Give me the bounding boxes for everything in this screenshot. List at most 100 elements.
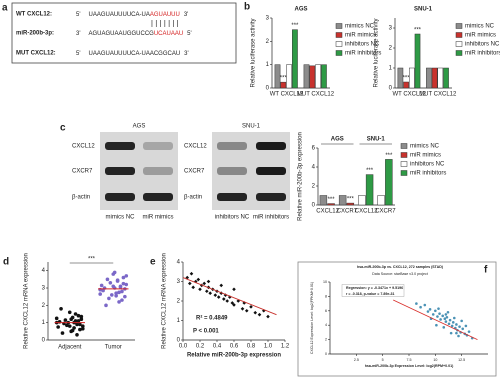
point	[205, 289, 209, 294]
x-tick-label: 12.5	[458, 358, 465, 362]
x-tick-label: 0.0	[179, 344, 188, 350]
point	[439, 318, 442, 321]
blot-protein: β-actin	[184, 195, 202, 201]
bar	[309, 65, 316, 89]
point	[73, 312, 78, 316]
y-tick-label: 6	[325, 309, 327, 313]
point	[213, 293, 218, 297]
blot-protein: β-actin	[72, 195, 90, 201]
point	[111, 284, 116, 289]
point	[79, 317, 84, 322]
blot-band	[217, 167, 247, 175]
blot-protein: CXCL12	[72, 144, 95, 150]
blot-lane: miR mimics	[143, 215, 174, 221]
y-axis-label: Relative luciferase activity	[251, 18, 257, 87]
sequence-end: 3'	[184, 51, 188, 57]
point	[225, 299, 229, 303]
legend-label: miR inhibitors	[345, 51, 381, 57]
point	[188, 281, 192, 286]
panel-label: a	[2, 3, 8, 14]
point	[78, 327, 82, 332]
panel-f-frame	[297, 261, 497, 377]
bar	[303, 64, 310, 89]
bar	[437, 67, 444, 89]
panel-a-frame	[11, 2, 237, 64]
sequence-body: AGUAGUAAUGGUCCG	[88, 31, 154, 37]
point	[114, 291, 118, 296]
point	[437, 307, 440, 310]
bar	[338, 195, 347, 206]
panel-label: e	[150, 257, 156, 268]
sequence-end: 5'	[76, 12, 80, 18]
point	[70, 328, 75, 333]
legend-label: miR inhibitors	[465, 51, 500, 57]
point	[67, 310, 72, 315]
y-tick-label: 1	[266, 62, 270, 68]
point	[230, 301, 235, 305]
point	[110, 293, 114, 297]
point	[441, 314, 445, 318]
point	[257, 312, 262, 317]
point	[191, 285, 195, 290]
point	[117, 300, 121, 304]
sequence-end: 3'	[184, 12, 188, 18]
legend-swatch	[455, 41, 463, 47]
y-axis-label: CXCL12 Expression Level: log2(FPKM+0.01)	[310, 282, 314, 354]
chart-subtitle: Data Source: starBase v3.0 project	[372, 272, 428, 276]
x-tick-label: 5	[382, 358, 384, 362]
point	[431, 313, 435, 316]
point	[76, 313, 81, 318]
blot-cell-line: SNU-1	[242, 124, 261, 130]
legend-swatch	[400, 161, 408, 167]
y-tick-label: 10	[323, 280, 327, 284]
bar	[426, 67, 432, 89]
blot-band	[143, 167, 173, 175]
point	[455, 331, 458, 335]
sequence-name: WT CXCL12:	[16, 12, 52, 18]
point	[107, 296, 111, 301]
point	[108, 281, 113, 285]
point	[444, 320, 448, 323]
bar	[321, 64, 327, 89]
point	[114, 294, 118, 298]
point	[452, 316, 456, 320]
significance: ***	[403, 76, 411, 82]
panel-label: d	[3, 257, 9, 268]
blot-band	[256, 167, 286, 175]
bar	[286, 64, 292, 89]
point	[464, 324, 468, 328]
bar	[443, 67, 449, 89]
sequence: 5' UAAGUAUUUUCA-UAAGUAUUU 3'	[76, 12, 188, 18]
point	[447, 322, 451, 326]
y-tick-label: 3	[177, 279, 181, 285]
sequence-body: UAAGUAUUUUCA-UAACGGCAU	[88, 51, 180, 57]
significance: ***	[385, 153, 393, 159]
point	[451, 321, 455, 324]
blot-band	[217, 142, 247, 150]
point	[118, 285, 123, 289]
point	[448, 318, 452, 322]
point	[115, 278, 120, 283]
legend-box	[341, 284, 405, 297]
regression-line	[182, 277, 277, 316]
sequence-end: 5'	[76, 51, 80, 57]
y-tick-label: 2	[325, 338, 327, 342]
y-tick-label: 2	[177, 299, 181, 305]
x-tick-label: CXCL12	[316, 209, 339, 215]
blot-band	[143, 142, 173, 150]
annotation: Regression: y = -0.3471x + 9.5196	[346, 286, 403, 290]
x-tick-label: 1.2	[281, 344, 290, 350]
point	[59, 307, 63, 311]
sequence: 5' UAAGUAUUUUCA-UAACGGCAU 3'	[76, 51, 189, 57]
blot-band	[143, 193, 173, 201]
y-tick-label: 0	[325, 352, 327, 356]
chart-title: AGS	[294, 7, 307, 13]
point	[121, 275, 126, 280]
blot-band	[105, 142, 135, 150]
y-tick-label: 4	[42, 268, 46, 274]
point	[75, 322, 79, 327]
bar	[292, 29, 298, 89]
legend-swatch	[455, 32, 463, 38]
x-tick-label: WT CXCL12	[270, 92, 304, 98]
point	[208, 291, 212, 295]
